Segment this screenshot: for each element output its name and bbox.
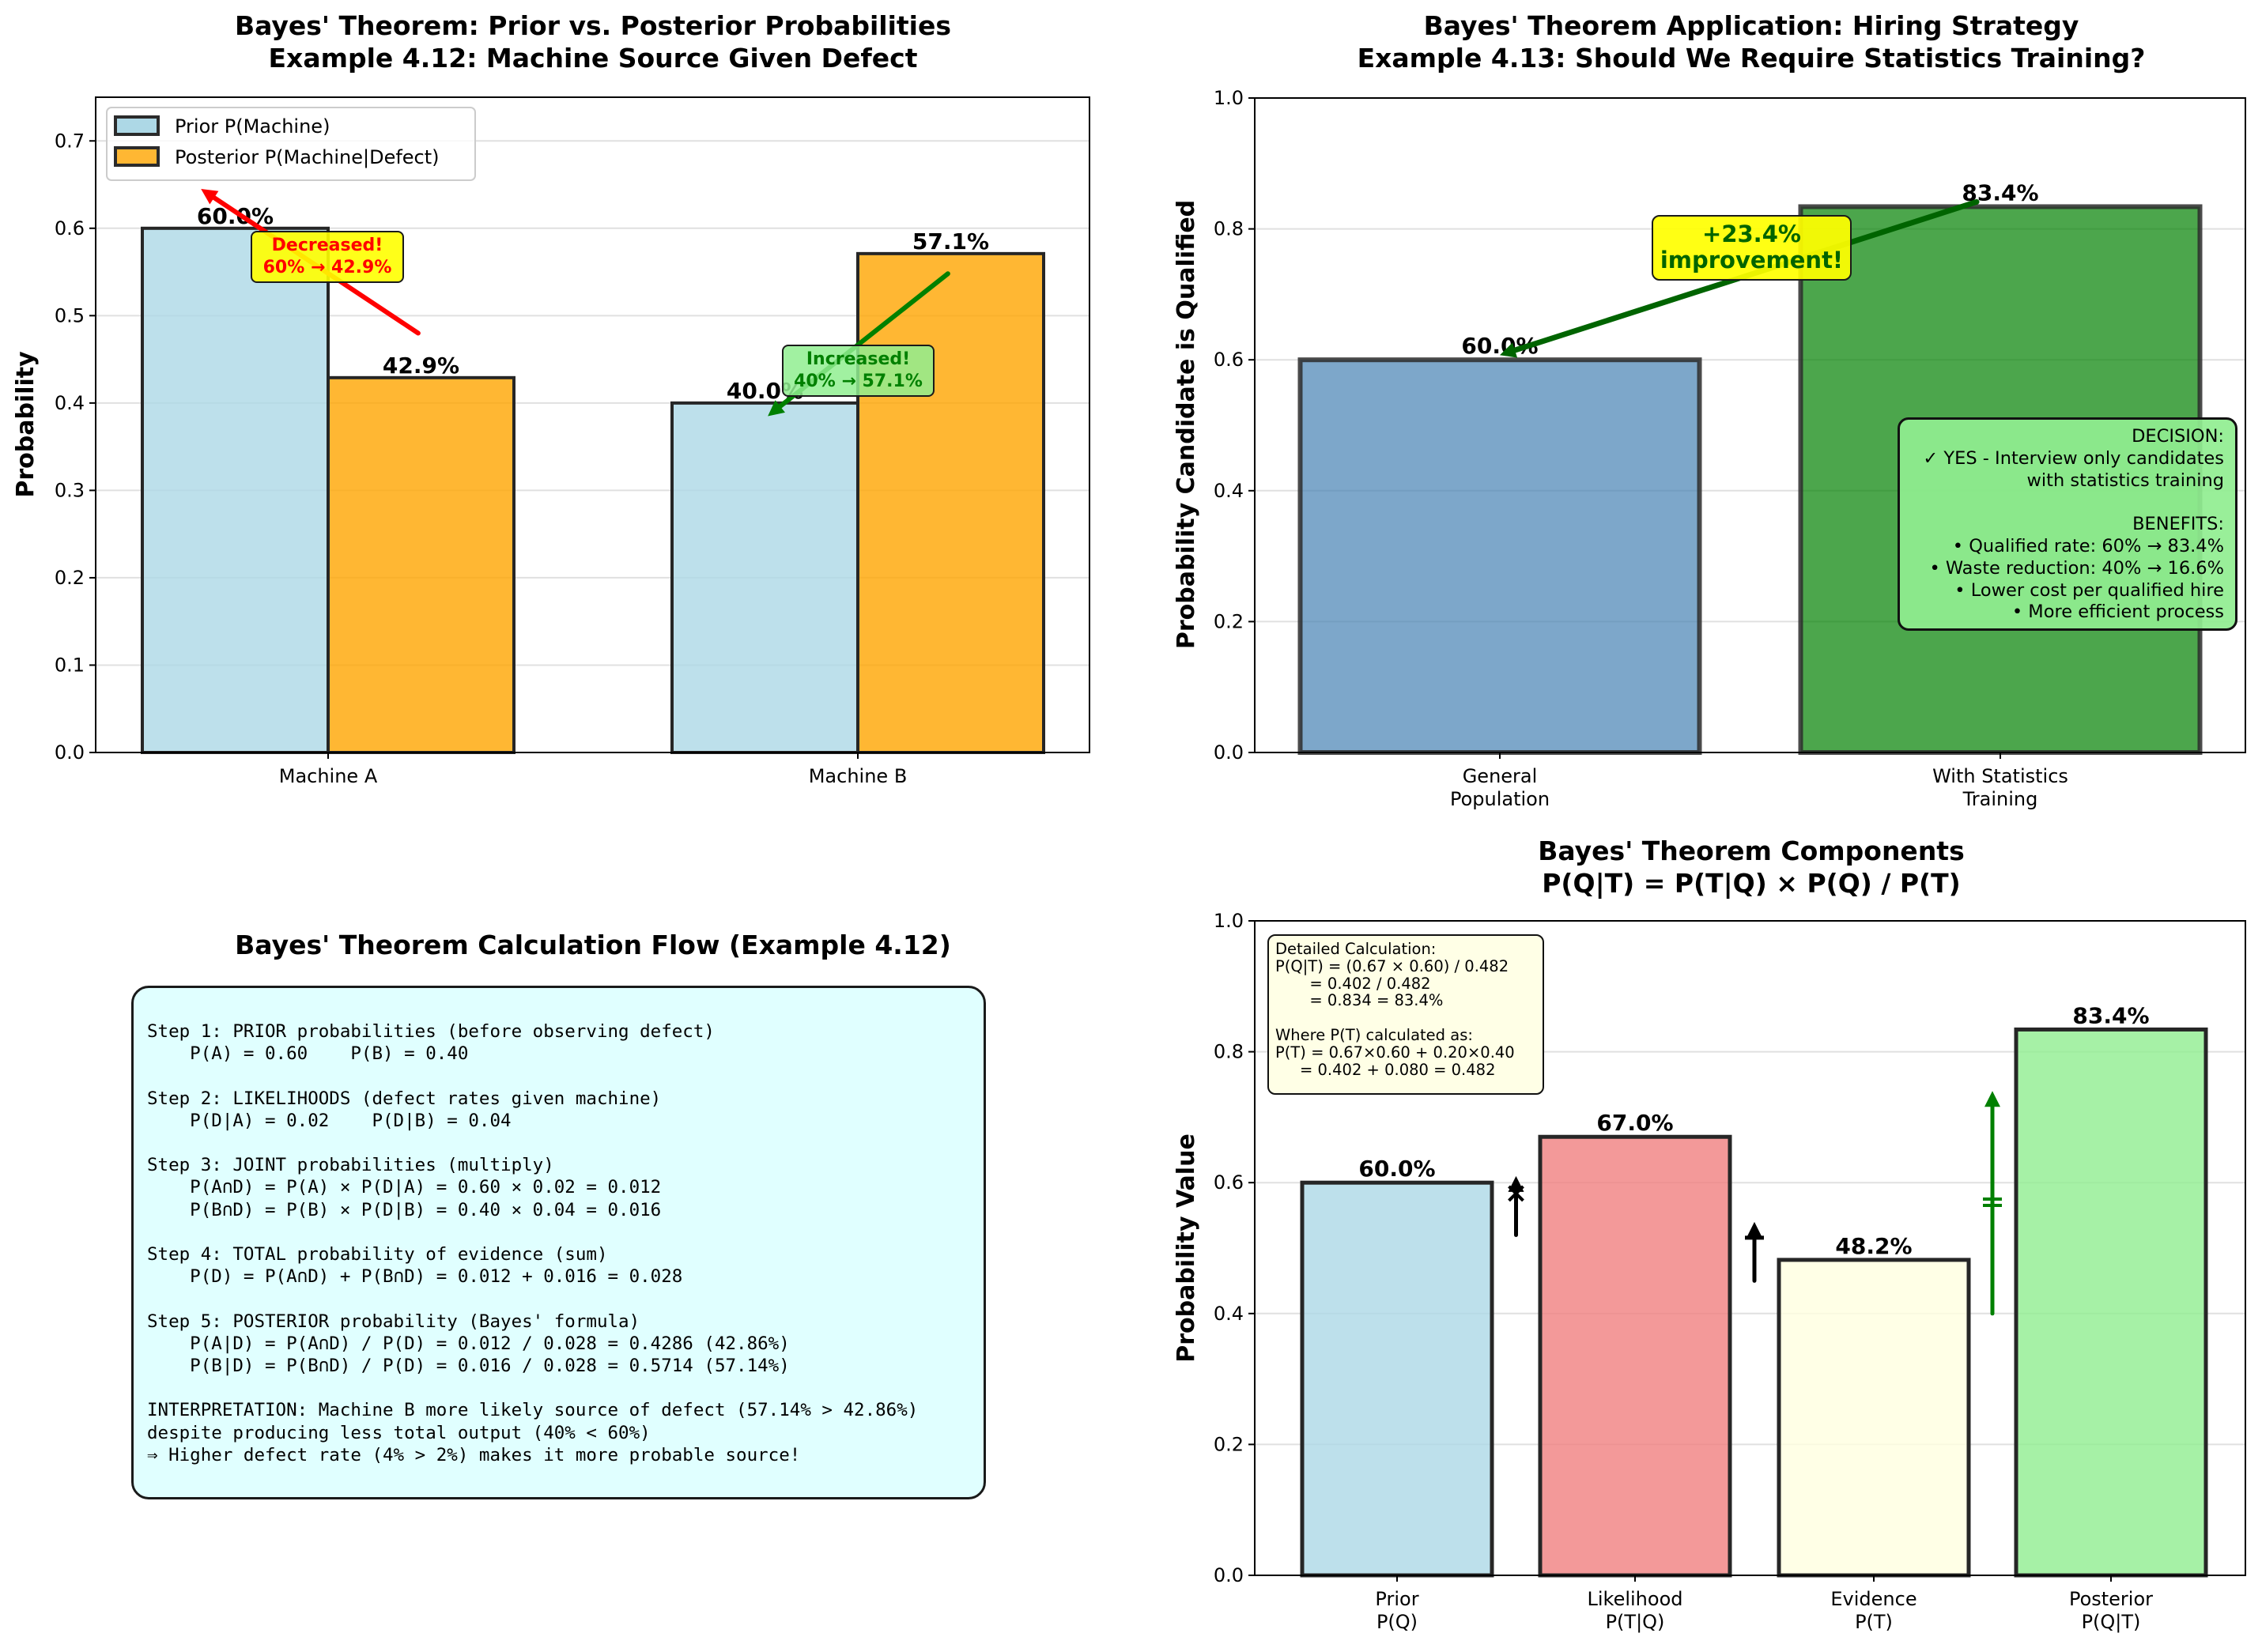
bar [1538,1134,1732,1578]
flow-panel-title: Bayes' Theorem Calculation Flow (Example… [235,930,951,960]
y-tick-label: 0.2 [55,567,85,589]
x-tick-label: Posterior [2069,1588,2153,1610]
y-axis-label: Probability [12,351,40,498]
x-tick-label: Population [1450,788,1550,810]
bar [1777,1258,1971,1578]
bar-value-label: 48.2% [1835,1233,1912,1259]
operator-arrow-head [1747,1221,1762,1238]
bar [1297,357,1702,755]
x-tick-label: Evidence [1830,1588,1916,1610]
x-tick-label: With Statistics [1932,765,2068,787]
arrow-decrease-head [201,189,219,205]
legend-frame [106,107,476,181]
legend-swatch-posterior [114,146,160,167]
y-axis-label: Probability Value [1173,1133,1200,1363]
legend-label-prior: Prior P(Machine) [175,115,330,138]
y-tick-label: 0.8 [1214,218,1244,240]
y-tick-label: 0.7 [55,130,85,152]
bar [1300,1180,1494,1578]
chart-machine-source: Bayes' Theorem: Prior vs. Posterior Prob… [12,10,1090,787]
chart-subtitle: P(Q|T) = P(T|Q) × P(Q) / P(T) [1542,868,1960,899]
x-tick-label: Training [1962,788,2038,810]
y-tick-label: 0.8 [1214,1041,1244,1063]
chart-subtitle: Example 4.12: Machine Source Given Defec… [269,43,918,74]
chart-hiring-strategy: Bayes' Theorem Application: Hiring Strat… [1173,10,2246,810]
plot-frame [95,96,1090,753]
bar-prior [141,226,330,754]
y-tick-label: 0.2 [1214,610,1244,632]
bar-value-label: 60.0% [1358,1156,1435,1182]
x-tick-label: Machine A [279,765,378,787]
legend-label-posterior: Posterior P(Machine|Defect) [175,146,440,168]
chart-bayes-components: Bayes' Theorem Components P(Q|T) = P(T|Q… [1173,835,2246,1633]
y-axis-label: Probability Candidate is Qualified [1173,200,1200,649]
annotation-decreased: Decreased! 60% → 42.9% [251,231,404,283]
legend: Prior P(Machine) Posterior P(Machine|Def… [106,107,476,181]
y-tick-label: 0.0 [1214,1564,1244,1586]
detailed-calculation-box: Detailed Calculation: P(Q|T) = (0.67 × 0… [1267,934,1544,1095]
y-tick-label: 0.2 [1214,1433,1244,1455]
chart-title: Bayes' Theorem Application: Hiring Strat… [1424,10,2079,41]
plot-frame [1254,920,2246,1576]
bar-posterior [856,251,1045,754]
legend-swatch-prior [114,115,160,136]
bar-value-label: 67.0% [1596,1110,1673,1136]
bar-prior [670,401,859,754]
x-tick-label: P(T) [1855,1611,1893,1633]
operator-symbol-multiply [1508,1185,1524,1202]
y-tick-label: 0.4 [55,392,85,414]
y-tick-label: 0.4 [1214,480,1244,502]
x-tick-label: General [1463,765,1538,787]
bar-value-label: 83.4% [2072,1002,2149,1028]
chart-title: Bayes' Theorem Components [1538,835,1964,866]
bar-value-label: 57.1% [912,228,989,255]
bar-value-label: 60.0% [197,203,274,229]
chart-title: Bayes' Theorem: Prior vs. Posterior Prob… [235,10,951,41]
operator-symbol-equals [1983,1198,2002,1208]
x-tick-label: P(Q) [1376,1611,1418,1633]
operator-arrow-head [1984,1091,2000,1107]
annotation-improvement: +23.4% improvement! [1652,215,1852,281]
bar-value-label: 42.9% [383,353,459,379]
y-tick-label: 0.6 [1214,349,1244,371]
arrow-improvement-head [1500,342,1518,358]
y-tick-label: 1.0 [1214,87,1244,109]
calculation-flow-text: Step 1: PRIOR probabilities (before obse… [147,1021,919,1465]
arrow-increase-head [768,400,785,417]
y-tick-label: 0.1 [55,654,85,676]
y-tick-label: 0.5 [55,304,85,326]
bar-posterior [327,375,515,754]
x-tick-label: P(Q|T) [2082,1611,2141,1633]
decision-box: DECISION: ✓ YES - Interview only candida… [1898,417,2237,631]
multiply-stroke [1508,1185,1524,1202]
plot-frame [1254,97,2246,753]
y-tick-label: 0.0 [1214,741,1244,764]
y-tick-label: 0.6 [1214,1171,1244,1194]
x-tick-label: Likelihood [1588,1588,1683,1610]
x-tick-label: P(T|Q) [1606,1611,1665,1633]
bar [2014,1027,2208,1578]
y-tick-label: 0.0 [55,741,85,764]
y-tick-label: 0.6 [55,217,85,240]
y-tick-label: 0.4 [1214,1303,1244,1325]
y-tick-label: 0.3 [55,479,85,501]
x-tick-label: Prior [1375,1588,1418,1610]
y-tick-label: 1.0 [1214,910,1244,932]
calculation-flow-box [131,986,986,1499]
x-tick-label: Machine B [809,765,908,787]
annotation-increased: Increased! 40% → 57.1% [782,345,935,397]
chart-subtitle: Example 4.13: Should We Require Statisti… [1358,43,2146,74]
